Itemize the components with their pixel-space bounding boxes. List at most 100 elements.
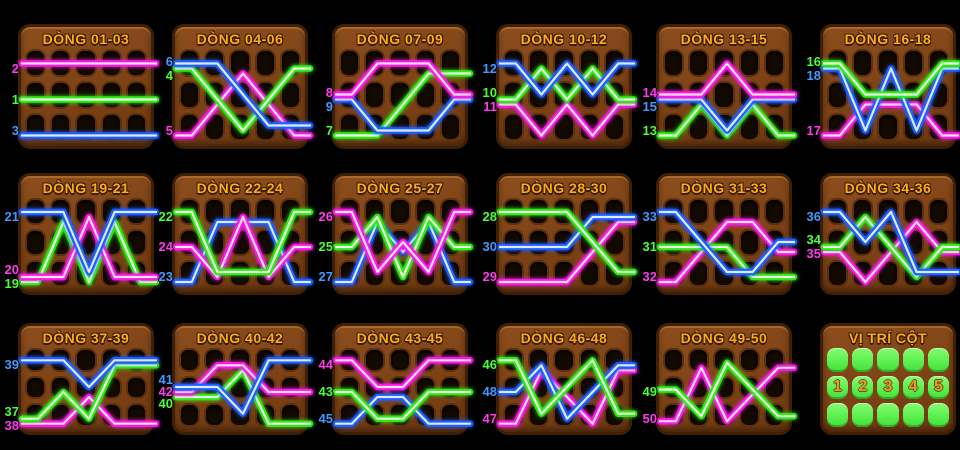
line-number-label: 21 — [4, 209, 19, 224]
line-number-label: 26 — [318, 209, 333, 224]
payline-21 — [18, 208, 160, 276]
line-number-label: 25 — [318, 239, 333, 254]
line-number-label: 41 — [158, 372, 173, 387]
line-number-label: 10 — [482, 84, 497, 100]
panel-title: DÒNG 43-45 — [356, 330, 444, 346]
payline-panel: DÒNG 34-36 36 34 35 — [807, 173, 960, 295]
reel-slot — [179, 81, 201, 109]
payline-47 — [496, 367, 638, 427]
payline-13 — [656, 101, 798, 139]
line-number-label: 45 — [318, 410, 333, 426]
line-number-label: 40 — [158, 396, 173, 411]
payline-diagram — [820, 60, 960, 139]
reel-slot — [204, 113, 226, 141]
payline-16 — [820, 60, 960, 98]
payline-5 — [172, 70, 314, 139]
column-cell: 2 — [852, 375, 874, 400]
payline-panel: DÒNG 46-48 46 48 47 — [483, 323, 638, 435]
payline-panel: DÒNG 16-18 16 18 17 — [807, 24, 960, 149]
line-number-label: 24 — [158, 239, 173, 254]
payline-6 — [172, 60, 314, 129]
line-number-label: 50 — [642, 410, 657, 426]
line-number-label: 34 — [806, 232, 821, 247]
column-number: 2 — [858, 378, 868, 396]
line-number-label: 6 — [165, 53, 173, 69]
column-cell — [877, 348, 899, 372]
payline-12 — [496, 60, 638, 98]
line-number-label: 35 — [806, 246, 821, 261]
reel-slot — [25, 375, 47, 400]
line-number-label: 19 — [4, 276, 19, 291]
line-number-label: 23 — [158, 269, 173, 284]
payline-20 — [18, 213, 160, 281]
reel-slot — [713, 81, 735, 109]
payline-diagram — [18, 60, 160, 139]
panel-title: DÒNG 31-33 — [680, 180, 768, 196]
column-cell: 4 — [902, 375, 924, 400]
payline-43 — [332, 388, 474, 422]
panel-title: DÒNG 46-48 — [520, 330, 608, 346]
panel-title: DÒNG 07-09 — [356, 31, 444, 47]
reel-slot — [553, 113, 575, 141]
payline-diagram — [18, 208, 160, 286]
line-number-label: 30 — [482, 239, 497, 254]
reel-slot — [204, 403, 226, 427]
payline-panel: DÒNG 31-33 33 31 32 — [643, 173, 798, 295]
line-number-label: 42 — [158, 384, 173, 399]
line-number-label: 13 — [642, 122, 657, 138]
payline-36 — [820, 208, 960, 276]
reel-slot — [827, 81, 849, 109]
payline-panel: DÒNG 01-03 2 1 3 — [12, 24, 160, 149]
slot-grid — [499, 49, 629, 146]
payline-15 — [656, 96, 798, 134]
line-number-label: 37 — [4, 403, 19, 419]
payline-diagram — [172, 357, 314, 427]
line-number-label: 22 — [158, 209, 173, 224]
payline-panel: DÒNG 19-21 21 20 19 — [5, 173, 160, 295]
payline-48 — [496, 362, 638, 422]
payline-7 — [332, 70, 474, 139]
payline-8 — [332, 60, 474, 98]
payline-panel: DÒNG 22-24 22 24 23 — [159, 173, 314, 295]
panel-title: DÒNG 19-21 — [42, 180, 130, 196]
panel-title: DÒNG 49-50 — [680, 330, 768, 346]
reel-slot — [389, 198, 411, 225]
payline-19 — [18, 218, 160, 286]
panel-title: VỊ TRÍ CỘT — [848, 330, 928, 346]
payline-panel: DÒNG 40-42 41 42 40 — [159, 323, 314, 435]
line-number-label: 27 — [318, 269, 333, 284]
payline-31 — [656, 243, 798, 281]
line-number-label: 4 — [165, 67, 173, 83]
payline-24 — [172, 213, 314, 281]
line-number-label: 1 — [11, 91, 19, 107]
reel-slot — [688, 198, 710, 225]
line-number-label: 9 — [325, 98, 333, 114]
reel-slot — [364, 81, 386, 109]
payline-diagram — [172, 60, 314, 139]
payline-11 — [496, 101, 638, 139]
panel-title: DÒNG 37-39 — [42, 330, 130, 346]
line-number-label: 32 — [642, 269, 657, 284]
reel-slot — [439, 113, 461, 141]
payline-9 — [332, 96, 474, 134]
reel-slot — [877, 113, 899, 141]
reel-slot — [179, 403, 201, 427]
column-number: 3 — [883, 378, 893, 396]
column-number: 5 — [933, 378, 943, 396]
payline-diagram — [496, 60, 638, 139]
reel-slot — [927, 198, 949, 225]
line-number-label: 20 — [4, 262, 19, 277]
payline-34 — [820, 213, 960, 281]
line-number-label: 28 — [482, 209, 497, 224]
payline-panel: DÒNG 37-39 39 37 38 — [5, 323, 160, 435]
reel-slot — [179, 348, 201, 372]
payline-diagram — [332, 60, 474, 139]
line-number-label: 2 — [11, 60, 19, 76]
payline-49 — [656, 359, 798, 420]
payline-panel: DÒNG 10-12 12 10 11 — [483, 24, 638, 149]
column-cell — [877, 403, 899, 427]
payline-26 — [332, 208, 474, 276]
